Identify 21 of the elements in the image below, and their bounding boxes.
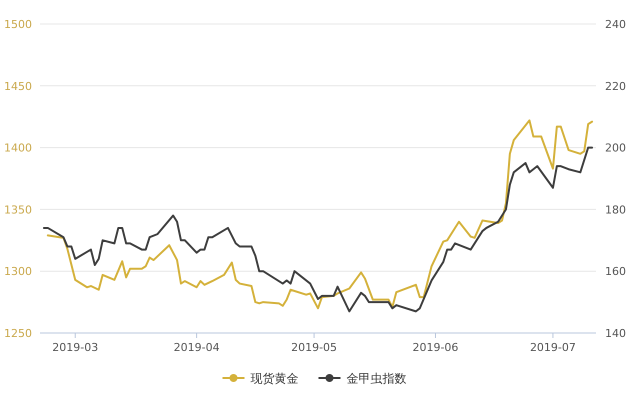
y-tick-label: 1350 [4, 203, 32, 216]
x-tick-label: 2019-06 [412, 341, 458, 354]
x-tick-label: 2019-04 [174, 341, 220, 354]
x-tick-label: 2019-05 [291, 341, 338, 354]
y2-tick-label: 160 [605, 265, 626, 278]
legend-label: 金甲虫指数 [346, 372, 406, 386]
legend-label: 现货黄金 [250, 372, 298, 386]
y-tick-label: 1400 [4, 142, 32, 155]
x-tick-label: 2019-03 [52, 341, 98, 354]
y-tick-label: 1250 [4, 327, 32, 340]
y2-tick-label: 200 [605, 142, 626, 155]
y2-tick-label: 220 [605, 80, 626, 93]
line-series [42, 146, 594, 312]
y-tick-label: 1500 [4, 18, 32, 31]
y2-tick-label: 140 [605, 327, 626, 340]
y-tick-label: 1300 [4, 265, 32, 278]
x-tick-label: 2019-07 [530, 341, 576, 354]
line-series [46, 119, 594, 310]
y2-tick-label: 240 [605, 18, 626, 31]
y-tick-label: 1450 [4, 80, 32, 93]
y2-tick-label: 180 [605, 203, 626, 216]
